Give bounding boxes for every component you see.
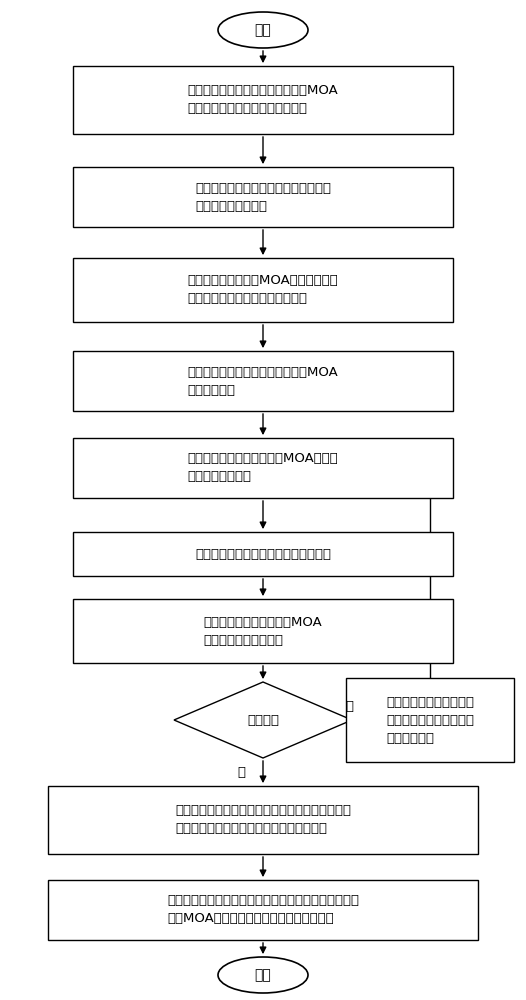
Ellipse shape	[218, 957, 308, 993]
FancyBboxPatch shape	[48, 786, 478, 854]
Text: 建立测试数据库，存放实时采集的MOA
现场运行数据: 建立测试数据库，存放实时采集的MOA 现场运行数据	[188, 365, 338, 396]
Text: 调整训练知识库的模型的
参数继续进行优化训练，
直到符合要求: 调整训练知识库的模型的 参数继续进行优化训练， 直到符合要求	[386, 696, 474, 744]
Polygon shape	[174, 682, 352, 758]
FancyBboxPatch shape	[73, 258, 453, 322]
Text: 利用训练知识库的知识训练MOA健康管
理和故障预测模型: 利用训练知识库的知识训练MOA健康管 理和故障预测模型	[188, 452, 338, 484]
Ellipse shape	[218, 12, 308, 48]
FancyBboxPatch shape	[346, 678, 514, 762]
FancyBboxPatch shape	[73, 532, 453, 576]
Text: 建立训练知识库，将MOA各类宏观健康
状态下的实验数据存入训练知识库: 建立训练知识库，将MOA各类宏观健康 状态下的实验数据存入训练知识库	[188, 274, 338, 306]
FancyBboxPatch shape	[73, 599, 453, 663]
FancyBboxPatch shape	[73, 167, 453, 227]
Text: 建立基于分布式支持向量机的健康管理
和故障预测最终模块: 建立基于分布式支持向量机的健康管理 和故障预测最终模块	[195, 182, 331, 213]
Text: 开始: 开始	[255, 23, 271, 37]
Text: 基于分布式支持向量机理论，建立MOA
宏观健康状态的分析和推理模块；: 基于分布式支持向量机理论，建立MOA 宏观健康状态的分析和推理模块；	[188, 85, 338, 115]
Text: 将训练的推理分析结果与MOA
实际健康状态进行比较: 将训练的推理分析结果与MOA 实际健康状态进行比较	[204, 615, 322, 647]
FancyBboxPatch shape	[73, 66, 453, 134]
FancyBboxPatch shape	[48, 880, 478, 940]
FancyBboxPatch shape	[73, 438, 453, 498]
Text: 是否吻合: 是否吻合	[247, 714, 279, 726]
Text: 利用训练好的训练知识库的模型读取测试数据并运行，
得到MOA实时监测健康结果和故障预测结果: 利用训练好的训练知识库的模型读取测试数据并运行， 得到MOA实时监测健康结果和故…	[167, 894, 359, 926]
Text: 是: 是	[237, 766, 245, 778]
Text: 训练知识库的模型训练完毕，以该条件下的模型参
数作为最终参数，准备好进行现场数据测试: 训练知识库的模型训练完毕，以该条件下的模型参 数作为最终参数，准备好进行现场数据…	[175, 804, 351, 836]
Text: 训练样本回代检测模型的推理分析效果: 训练样本回代检测模型的推理分析效果	[195, 548, 331, 560]
Text: 否: 否	[345, 700, 353, 712]
FancyBboxPatch shape	[73, 351, 453, 411]
Text: 结束: 结束	[255, 968, 271, 982]
